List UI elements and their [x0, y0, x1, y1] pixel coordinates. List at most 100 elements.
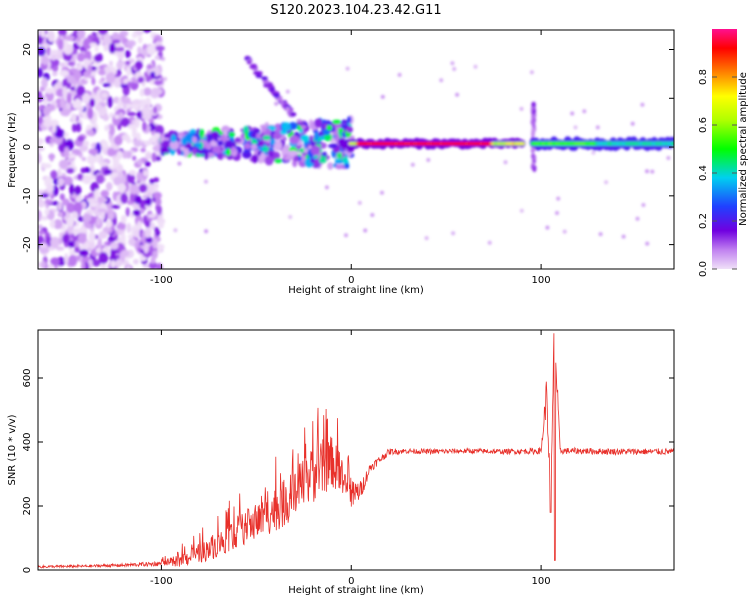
heat-blob [251, 154, 259, 164]
y-tick-label: 0 [22, 567, 33, 573]
heat-blob [163, 77, 168, 81]
heat-blob [645, 169, 649, 174]
heat-blob [136, 110, 143, 120]
heat-blob [439, 78, 444, 83]
heat-blob [147, 184, 155, 193]
heat-blob [671, 141, 674, 146]
heat-blob [103, 44, 110, 52]
heat-blob [288, 150, 298, 157]
heat-blob [262, 79, 270, 84]
heat-blob [42, 106, 51, 117]
heat-blob [65, 103, 72, 110]
figure-title: S120.2023.104.23.42.G11 [270, 3, 441, 18]
heat-blob [102, 82, 111, 88]
heat-blob [531, 153, 535, 160]
heat-blob [126, 136, 131, 144]
heat-blob [120, 249, 130, 258]
heat-blob [145, 236, 153, 244]
heat-blob [133, 229, 140, 238]
heat-blob [357, 200, 362, 205]
heat-blob [153, 177, 160, 183]
heat-blob [135, 116, 140, 129]
heat-blob [62, 86, 68, 98]
heat-blob [314, 132, 319, 142]
heat-blob [62, 233, 70, 244]
heat-blob [326, 124, 333, 131]
heat-blob [82, 174, 92, 185]
x-tick-label: -100 [150, 275, 173, 286]
heat-blob [213, 133, 219, 143]
heat-blob [84, 167, 91, 173]
colorbar-tick-label: 0.6 [698, 117, 709, 133]
heat-blob [138, 183, 148, 193]
heat-blob [44, 208, 50, 216]
heat-blob [262, 145, 270, 153]
heat-blob [204, 179, 208, 184]
heat-blob [93, 95, 99, 101]
heat-blob [59, 62, 66, 68]
heat-blob [107, 96, 113, 108]
heat-blob [97, 67, 107, 76]
heat-blob [288, 215, 293, 219]
heat-blob [204, 229, 209, 234]
heat-blob [318, 142, 327, 149]
heat-blob [41, 43, 51, 48]
heat-blob [139, 208, 145, 214]
heat-blob [529, 70, 534, 75]
heat-blob [650, 169, 655, 174]
heat-blob [455, 92, 460, 97]
heat-blob [218, 151, 224, 161]
heat-blob [336, 152, 343, 159]
y-tick-label: 200 [22, 496, 33, 515]
heat-blob [74, 246, 80, 253]
heat-blob [74, 185, 82, 196]
heat-blob [147, 64, 153, 70]
heat-blob [146, 44, 156, 56]
heat-blob [100, 91, 109, 99]
heat-blob [136, 159, 143, 166]
heat-blob [92, 111, 98, 123]
heat-blob [452, 67, 457, 71]
heat-blob [210, 139, 216, 147]
heat-blob [153, 191, 162, 200]
heat-blob [116, 151, 123, 160]
heat-blob [225, 148, 231, 156]
heat-blob [246, 60, 252, 65]
heat-blob [86, 129, 95, 137]
heat-blob [94, 103, 103, 111]
heat-blob [127, 124, 137, 130]
heat-blob [57, 177, 65, 187]
heat-blob [170, 134, 177, 143]
heat-blob [140, 147, 146, 153]
heat-blob [262, 135, 271, 141]
heat-blob [666, 156, 671, 160]
heat-blob [137, 220, 142, 231]
heat-blob [604, 180, 609, 185]
heat-blob [313, 158, 320, 168]
heat-blob [317, 158, 327, 164]
heat-blob [159, 147, 170, 154]
heat-blob [161, 140, 171, 149]
heat-blob [142, 30, 152, 33]
x-tick-label: 100 [532, 275, 551, 286]
heat-blob [645, 241, 650, 246]
heat-blob [279, 130, 288, 135]
heat-blob [38, 46, 46, 57]
heat-blob [58, 142, 66, 153]
heat-blob [44, 199, 54, 204]
heat-blob [38, 151, 41, 163]
heat-blob [177, 149, 182, 156]
y-tick-label: 0 [22, 144, 33, 150]
heat-blob [102, 114, 110, 122]
heat-blob [69, 183, 75, 196]
heat-blob [83, 71, 90, 78]
heat-blob [92, 36, 100, 43]
heat-blob [234, 138, 242, 143]
colorbar-label: Normalized spectral amplitude [738, 72, 749, 226]
heat-blob [60, 97, 66, 109]
y-tick-label: 10 [22, 92, 33, 105]
heat-blob [112, 216, 117, 226]
heat-blob [322, 151, 327, 158]
heat-blob [86, 107, 94, 120]
heat-blob [285, 106, 290, 111]
